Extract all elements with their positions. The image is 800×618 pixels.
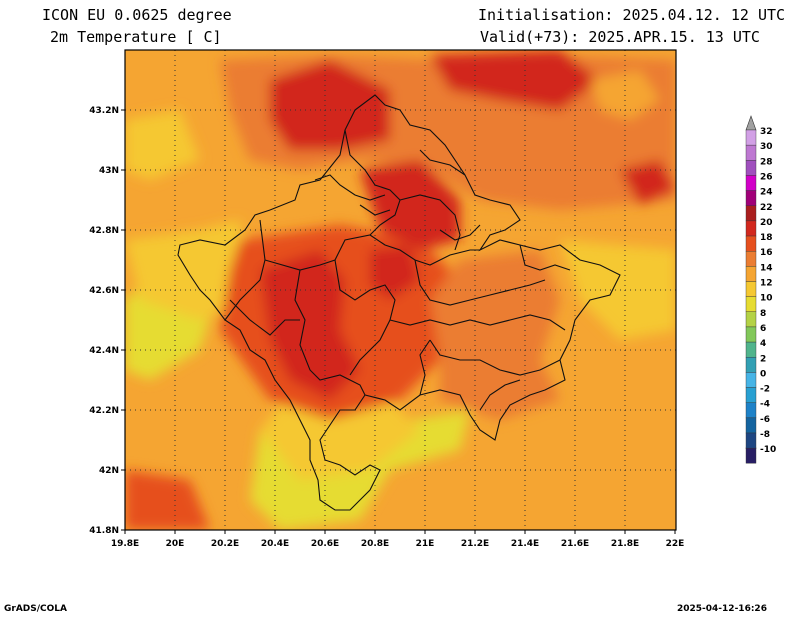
credit-label: GrADS/COLA [4,604,67,614]
x-tick-label: 20.6E [311,539,339,549]
colorbar-label: 16 [760,248,773,258]
colorbar-swatch [745,387,757,403]
colorbar-label: 10 [760,294,773,304]
y-tick-label: 42.6N [89,286,119,296]
colorbar-label: 6 [760,324,766,334]
colorbar-swatch [745,175,757,191]
borders [177,94,621,511]
colorbar-swatch [745,160,757,176]
x-tick-label: 22E [666,539,685,549]
x-tick-label: 21E [416,539,435,549]
x-tick-label: 20.4E [261,539,289,549]
x-tick-label: 20.2E [211,539,239,549]
y-tick-label: 42.4N [89,346,119,356]
x-tick-label: 19.8E [111,539,139,549]
variable-title: 2m Temperature [ C] [50,28,222,46]
colorbar-top-arrow [745,115,757,131]
colorbar-label: -6 [760,415,770,425]
tick-marks [121,109,676,534]
x-tick-label: 21.6E [561,539,589,549]
y-tick-label: 43N [99,166,119,176]
x-tick-label: 20.8E [361,539,389,549]
model-title: ICON EU 0.0625 degree [42,6,232,24]
colorbar-label: 24 [760,188,773,198]
colorbar-swatch [745,402,757,419]
y-tick-label: 42.8N [89,226,119,236]
colorbar-swatch [745,341,757,358]
colorbar-label: 8 [760,309,766,319]
colorbar-swatch [745,417,757,434]
temperature-field [125,50,676,530]
x-tick-label: 20E [166,539,185,549]
colorbar-label: -4 [760,400,770,410]
colorbar-label: 14 [760,263,773,273]
colorbar-swatch [745,235,757,252]
colorbar-label: 4 [760,339,766,349]
colorbar-swatch [745,266,757,282]
colorbar-swatch [745,220,757,237]
init-time: Initialisation: 2025.04.12. 12 UTC [478,6,786,24]
y-tick-label: 42N [99,466,119,476]
colorbar-label: 0 [760,369,766,379]
colorbar-label: 18 [760,233,773,243]
y-tick-label: 43.2N [89,106,119,116]
x-tick-label: 21.8E [611,539,639,549]
colorbar-swatch [745,326,757,343]
colorbar-label: -8 [760,430,770,440]
colorbar-label: 20 [760,218,773,228]
colorbar-label: 32 [760,127,773,137]
colorbar-label: 28 [760,157,773,167]
x-tick-label: 21.2E [461,539,489,549]
valid-time: Valid(+73): 2025.APR.15. 13 UTC [480,28,760,46]
colorbar-swatch [745,190,757,206]
colorbar-label: 12 [760,279,773,289]
colorbar-label: -10 [760,445,776,455]
colorbar-swatch [745,129,757,146]
colorbar-label: 2 [760,354,766,364]
colorbar-swatch [745,447,757,464]
colorbar-swatch [745,311,757,328]
colorbar-label: 22 [760,203,773,213]
colorbar-swatch [745,281,757,297]
colorbar-swatch [745,250,757,267]
colorbar-swatch [745,372,757,388]
x-tick-label: 21.4E [511,539,539,549]
y-tick-label: 41.8N [89,526,119,536]
colorbar-swatch [745,432,757,449]
colorbar-label: 26 [760,172,773,182]
colorbar-label: 30 [760,142,773,152]
colorbar-swatch [745,357,757,373]
colorbar-swatch [745,205,757,222]
y-tick-label: 42.2N [89,406,119,416]
timestamp-label: 2025-04-12-16:26 [677,604,767,614]
colorbar-swatch [745,144,757,161]
colorbar-label: -2 [760,385,770,395]
colorbar-swatch [745,296,757,312]
